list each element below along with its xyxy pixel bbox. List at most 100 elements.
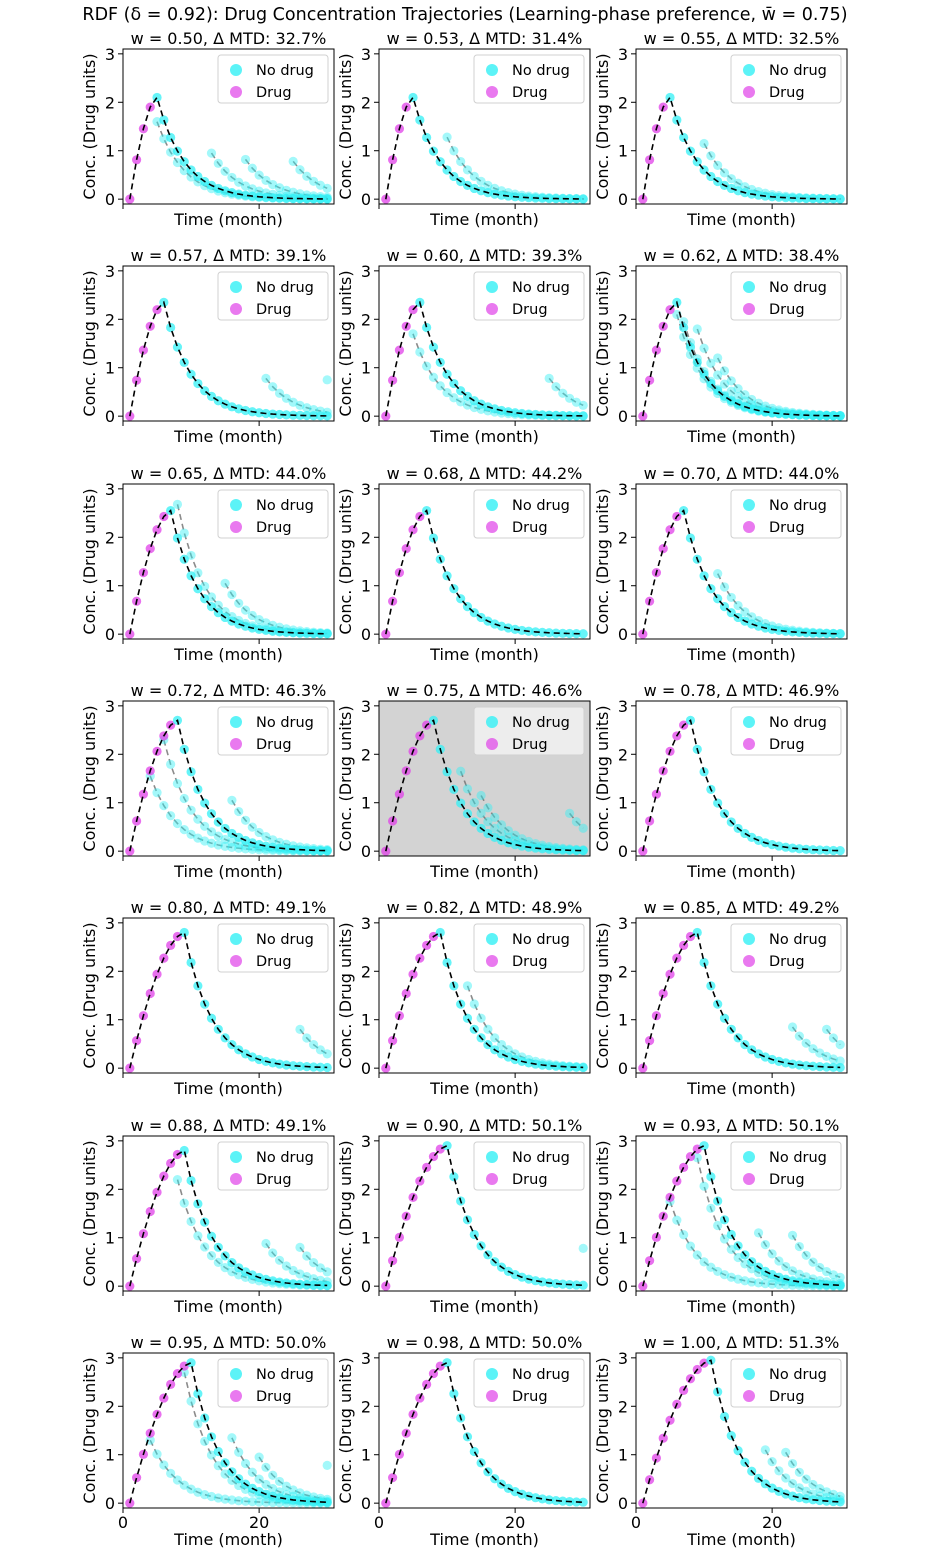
alt-point-no-drug — [152, 788, 162, 798]
point-no-drug — [261, 625, 271, 636]
legend-marker-no-drug — [486, 64, 498, 76]
y-tick-label: 1 — [361, 1446, 371, 1465]
legend: No drug Drug — [730, 923, 842, 973]
alt-point-no-drug — [496, 828, 507, 838]
alt-point-no-drug — [206, 838, 217, 848]
subplot-title: w = 0.57, Δ MTD: 39.1% — [131, 246, 327, 265]
y-tick-label: 3 — [618, 480, 628, 499]
mean-trajectory-line — [129, 509, 328, 635]
legend: No drug Drug — [217, 1141, 329, 1191]
legend-box — [473, 1141, 585, 1191]
alt-point-no-drug — [422, 361, 432, 371]
legend-label-no-drug: No drug — [769, 1150, 827, 1166]
legend: No drug Drug — [473, 489, 585, 539]
point-no-drug — [422, 322, 432, 333]
point-no-drug — [530, 409, 541, 420]
subplot-w-0.78: w = 0.78, Δ MTD: 46.9% 0 1 2 3 Time (month) Co… — [593, 681, 848, 881]
y-tick-label: 2 — [361, 310, 371, 329]
subplot-grid: w = 0.50, Δ MTD: 32.7% 0 1 2 3 Time (month) Co… — [80, 29, 848, 1549]
legend-marker-drug — [743, 738, 755, 750]
plot-frame — [122, 1352, 335, 1509]
alt-trajectory-line — [231, 799, 328, 851]
y-tick-label: 2 — [361, 962, 371, 981]
legend-marker-drug — [230, 1173, 242, 1185]
alt-point-no-drug — [166, 1468, 176, 1479]
point-no-drug — [428, 342, 439, 352]
point-no-drug — [179, 927, 189, 938]
alt-point-no-drug — [476, 176, 486, 186]
alt-point-no-drug — [288, 1485, 298, 1495]
legend-box — [730, 1358, 842, 1408]
legend-marker-drug — [230, 738, 242, 750]
legend-marker-drug — [743, 303, 755, 315]
alt-point-no-drug — [808, 1257, 818, 1267]
point-drug — [651, 345, 662, 355]
legend-marker-no-drug — [743, 716, 755, 728]
alt-point-no-drug — [234, 177, 244, 187]
alt-point-no-drug — [159, 134, 169, 144]
legend-marker-drug — [743, 1173, 755, 1185]
alt-point-no-drug — [220, 834, 230, 845]
point-drug — [132, 155, 142, 165]
x-axis-label: Time (month) — [429, 210, 539, 229]
alt-point-no-drug — [172, 1475, 183, 1485]
alt-point-no-drug — [302, 1272, 312, 1282]
legend: No drug Drug — [730, 1358, 842, 1408]
subplot-w-0.85: w = 0.85, Δ MTD: 49.2% 0 1 2 3 Time (month) Co… — [593, 898, 848, 1098]
alt-point-no-drug — [740, 1276, 750, 1286]
alt-point-no-drug — [787, 1458, 798, 1469]
legend-marker-no-drug — [230, 716, 242, 728]
y-tick-label: 1 — [361, 794, 371, 813]
alt-point-no-drug — [706, 1262, 716, 1272]
alt-point-no-drug — [760, 1240, 770, 1250]
alt-point-no-drug — [261, 1238, 271, 1249]
point-no-drug — [767, 408, 777, 418]
alt-point-no-drug — [186, 1396, 196, 1406]
alt-point-no-drug — [787, 1230, 798, 1240]
mean-trajectory-line — [642, 931, 841, 1069]
y-axis-label: Conc. (Drug units) — [336, 53, 355, 199]
alt-point-no-drug — [308, 176, 319, 186]
point-no-drug — [442, 1141, 452, 1151]
subplot-w-0.72: w = 0.72, Δ MTD: 46.3% 0 1 2 3 Time (month) Co… — [80, 681, 335, 881]
alt-point-no-drug — [794, 1483, 804, 1493]
alt-point-no-drug — [322, 1267, 332, 1277]
legend-box — [473, 271, 585, 321]
point-no-drug — [774, 625, 784, 636]
point-no-drug — [699, 957, 709, 968]
y-tick-label: 2 — [105, 528, 115, 547]
alt-point-no-drug — [193, 1419, 203, 1429]
series-group — [381, 92, 588, 204]
point-no-drug — [537, 1277, 547, 1287]
point-no-drug — [551, 410, 561, 420]
alt-point-no-drug — [179, 528, 189, 538]
point-no-drug — [558, 194, 568, 204]
point-no-drug — [288, 1279, 298, 1289]
legend-label-drug: Drug — [769, 1389, 805, 1405]
x-axis-label: Time (month) — [686, 1530, 796, 1549]
legend: No drug Drug — [473, 1358, 585, 1408]
y-tick-label: 1 — [105, 577, 115, 596]
alt-point-no-drug — [302, 171, 312, 181]
point-no-drug — [172, 342, 183, 352]
alt-point-no-drug — [544, 373, 554, 383]
legend-marker-drug — [230, 86, 242, 98]
alt-point-no-drug — [234, 806, 244, 817]
legend-marker-drug — [486, 738, 498, 750]
point-no-drug — [801, 193, 811, 204]
point-drug — [645, 375, 655, 385]
y-tick-label: 0 — [618, 1059, 628, 1078]
alt-point-no-drug — [578, 823, 588, 833]
plot-frame — [635, 265, 848, 422]
alt-point-no-drug — [699, 1181, 709, 1191]
point-no-drug — [564, 194, 575, 204]
y-axis-label: Conc. (Drug units) — [593, 270, 612, 416]
plot-frame — [122, 917, 335, 1074]
legend-label-no-drug: No drug — [256, 715, 314, 731]
plot-frame — [378, 48, 591, 205]
alt-point-no-drug — [274, 183, 285, 193]
series-group — [125, 297, 332, 421]
point-drug — [388, 1473, 398, 1483]
point-no-drug — [517, 625, 527, 636]
y-axis-label: Conc. (Drug units) — [80, 270, 99, 416]
